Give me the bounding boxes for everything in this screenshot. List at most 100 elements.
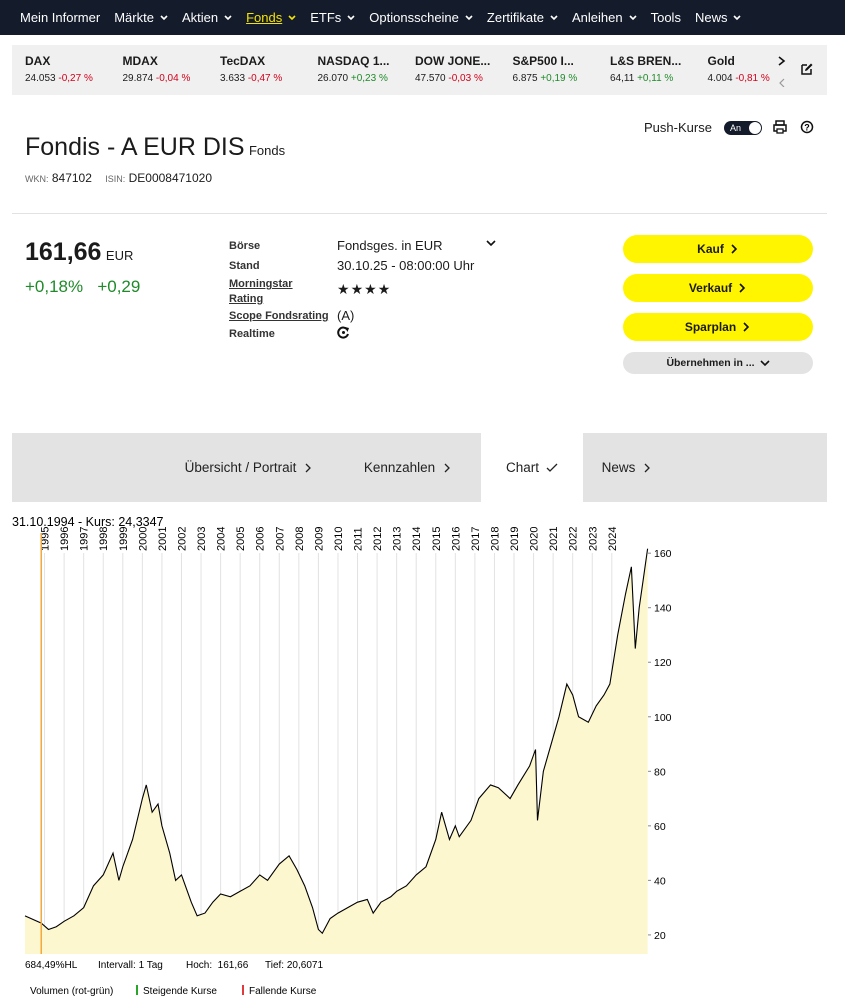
nav-item[interactable]: Märkte xyxy=(114,10,168,25)
x-tick-label: 2005 xyxy=(235,527,247,551)
nav-label: Tools xyxy=(650,10,681,25)
nav-item[interactable]: Aktien xyxy=(182,10,232,25)
ticker-bar: DAX 24.053 -0,27 % MDAX 29.874 -0,04 % TecDA… xyxy=(12,45,827,95)
nav-item[interactable]: Optionsscheine xyxy=(369,10,473,25)
x-tick-label: 2018 xyxy=(489,527,501,551)
ticker-item[interactable]: L&S BREN... 64,11 +0,11 % xyxy=(610,54,705,84)
detail-label[interactable]: Scope Fondsrating xyxy=(229,310,329,322)
ticker-item[interactable]: TecDAX 3.633 -0,47 % xyxy=(220,54,315,84)
x-tick-label: 2008 xyxy=(294,527,306,551)
x-tick-label: 2006 xyxy=(255,527,267,551)
detail-value: (A) xyxy=(337,308,355,323)
tab[interactable]: Übersicht / Portrait xyxy=(160,433,340,502)
detail-label: Börse xyxy=(229,240,261,252)
chevron-path xyxy=(743,322,750,332)
nav-item[interactable]: Tools xyxy=(651,10,681,25)
y-tick-label: 120 xyxy=(654,657,672,669)
fund-title: Fondis - A EUR DIS xyxy=(25,133,245,161)
x-tick-label: 2016 xyxy=(450,527,462,551)
button-chevron xyxy=(739,283,746,293)
ticker-item[interactable]: DAX 24.053 -0,27 % xyxy=(25,54,120,84)
title-block: Fondis - A EUR DIS Fonds xyxy=(25,133,285,162)
nav-item[interactable]: Mein Informer xyxy=(20,10,100,25)
ticker-item[interactable]: MDAX 29.874 -0,04 % xyxy=(123,54,218,84)
detail-label[interactable]: Morningstar Rating xyxy=(229,278,293,305)
help-icon[interactable]: ? xyxy=(800,120,814,134)
nav-item[interactable]: Fonds xyxy=(246,10,296,25)
ticker-name: Gold xyxy=(707,54,735,68)
x-tick-label: 2007 xyxy=(274,527,286,551)
y-tick-label: 20 xyxy=(654,930,666,942)
nav-label: News xyxy=(694,10,728,25)
ticker-row: 24.053 -0,27 % xyxy=(25,73,120,84)
tab-label: Übersicht / Portrait xyxy=(184,460,297,475)
x-tick-label: 2014 xyxy=(411,527,423,551)
x-tick-label: 2004 xyxy=(216,527,228,551)
y-tick-label: 60 xyxy=(654,821,666,833)
ticker-item[interactable]: Gold 4.004 -0,81 % xyxy=(708,54,803,84)
nav-item[interactable]: ETFs xyxy=(310,10,355,25)
action-button[interactable]: Sparplan xyxy=(623,313,813,341)
ticker-value: 47.570 xyxy=(415,73,446,84)
ticker-value: 26.070 xyxy=(317,73,349,84)
x-tick-label: 2002 xyxy=(176,527,188,551)
nav-bar: Mein Informer Märkte Aktien Fonds ETFs Option… xyxy=(0,0,845,35)
nav-item[interactable]: Anleihen xyxy=(572,10,637,25)
x-tick-label: 2020 xyxy=(529,527,541,551)
star: ★ xyxy=(350,281,365,297)
button-label: Kauf xyxy=(697,242,724,256)
change-block: +0,18% +0,29 xyxy=(25,277,140,297)
print-icon[interactable] xyxy=(773,120,787,134)
price-line xyxy=(24,548,649,935)
star: ★ xyxy=(364,281,378,297)
tab-icon xyxy=(305,463,312,472)
tab-icon xyxy=(444,463,451,472)
action-button[interactable]: Kauf xyxy=(623,235,813,263)
price-block: 161,66 EUR xyxy=(25,238,133,267)
ticker-item[interactable]: DOW JONE... 47.570 -0,03 % xyxy=(415,54,510,84)
tab[interactable]: Kennzahlen xyxy=(350,433,468,502)
edit-icon[interactable] xyxy=(800,62,814,76)
nav-item[interactable]: News xyxy=(695,10,742,25)
detail-value: 30.10.25 - 08:00:00 Uhr xyxy=(337,258,475,273)
y-tick-label: 140 xyxy=(654,603,672,615)
x-tick-label: 2022 xyxy=(568,527,580,551)
price: 161,66 xyxy=(25,238,102,266)
dropdown-chevron[interactable] xyxy=(486,240,496,248)
isin: DE0008471020 xyxy=(128,171,213,185)
chevron xyxy=(347,14,355,20)
x-tick-label: 2024 xyxy=(607,527,619,551)
detail-value: Fondsges. in EUR xyxy=(337,238,443,253)
x-tick-label: 2001 xyxy=(157,527,169,551)
x-tick-label: 2009 xyxy=(313,527,325,551)
nav-item[interactable]: Zertifikate xyxy=(487,10,558,25)
chevron-path xyxy=(160,14,168,20)
wkn-label: WKN: xyxy=(25,174,49,184)
rating-stars: ★★★★ xyxy=(337,281,391,298)
ticker-row: 6.875 +0,19 % xyxy=(513,73,608,84)
legend-down: Fallende Kurse xyxy=(249,986,317,997)
x-tick-label: 2019 xyxy=(509,527,521,551)
nav-label: Mein Informer xyxy=(20,10,101,25)
chart-stat: Hoch: 161,66 xyxy=(186,960,249,971)
action-button[interactable]: Übernehmen in ... xyxy=(623,352,813,374)
ticker-item[interactable]: NASDAQ 1... 26.070 +0,23 % xyxy=(318,54,413,84)
x-tick-label: 2011 xyxy=(353,527,365,551)
tab[interactable]: Chart xyxy=(481,433,583,502)
ticker-item[interactable]: S&P500 I... 6.875 +0,19 % xyxy=(513,54,608,84)
chevron-path xyxy=(224,14,232,20)
push-toggle[interactable]: An xyxy=(724,121,762,135)
tab-label: Kennzahlen xyxy=(363,460,436,475)
y-tick-label: 80 xyxy=(654,766,666,778)
change-pct: +0,18% xyxy=(25,277,84,296)
nav-label: Zertifikate xyxy=(486,10,544,25)
x-tick-label: 2003 xyxy=(196,527,208,551)
tab[interactable]: News xyxy=(583,433,673,502)
chevron-path xyxy=(550,14,558,20)
currency: EUR xyxy=(105,248,134,263)
ticker-arrows[interactable] xyxy=(776,55,788,87)
x-tick-label: 2017 xyxy=(470,527,482,551)
x-tick-label: 1997 xyxy=(79,527,91,551)
action-button[interactable]: Verkauf xyxy=(623,274,813,302)
